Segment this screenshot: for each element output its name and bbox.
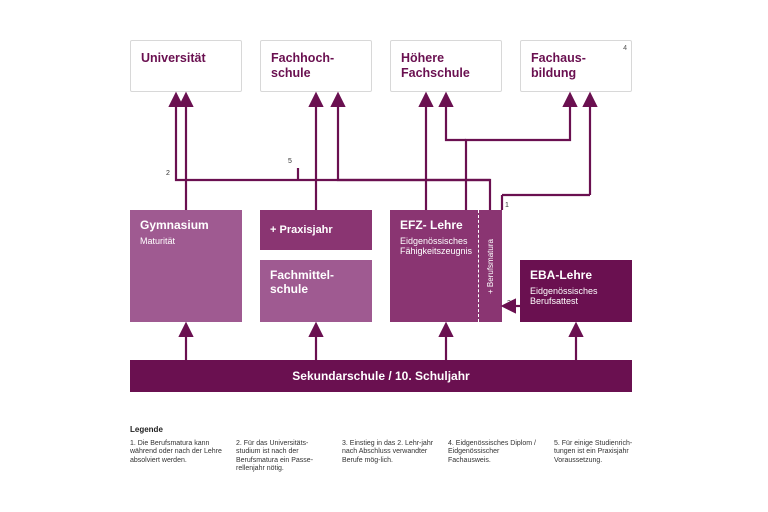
box-label: Fachaus- bildung (531, 51, 586, 80)
box-hoehere-fachschule: Höhere Fachschule (390, 40, 502, 92)
base-sekundarschule: Sekundarschule / 10. Schuljahr (130, 360, 632, 392)
berufsmatura-strip: + Berufsmatura (478, 210, 502, 322)
legend-item: 5. Für einige Studienrich-tungen ist ein… (554, 440, 650, 474)
base-label: Sekundarschule / 10. Schuljahr (292, 369, 469, 383)
box-eba-lehre: EBA-Lehre Eidgenössisches Berufsattest (520, 260, 632, 322)
box-efz-lehre: EFZ- Lehre Eidgenössisches Fähigkeitszeu… (390, 210, 502, 322)
label-1: 1 (505, 202, 509, 209)
title: Gymnasium (140, 218, 232, 232)
legend: Legende 1. Die Berufsmatura kann während… (130, 425, 650, 474)
bm-label: + Berufsmatura (486, 239, 495, 294)
label-3: 3 (507, 300, 511, 307)
legend-columns: 1. Die Berufsmatura kann während oder na… (130, 440, 650, 474)
box-praxisjahr: + Praxisjahr (260, 210, 372, 250)
box-fachhochschule: Fachhoch- schule (260, 40, 372, 92)
education-diagram: Universität Fachhoch- schule Höhere Fach… (130, 40, 650, 480)
title: + Praxisjahr (270, 224, 333, 236)
legend-title: Legende (130, 425, 650, 434)
label-2: 2 (166, 170, 170, 177)
legend-item: 1. Die Berufsmatura kann während oder na… (130, 440, 226, 474)
legend-item: 2. Für das Universitäts-studium ist nach… (236, 440, 332, 474)
note-4: 4 (623, 45, 627, 53)
box-label: Universität (141, 51, 206, 65)
title: EBA-Lehre (530, 268, 622, 282)
sub: Eidgenössisches Berufsattest (530, 286, 622, 306)
box-fachmittelschule: Fachmittel- schule (260, 260, 372, 322)
legend-item: 4. Eidgenössisches Diplom / Eidgenössisc… (448, 440, 544, 474)
box-label: Höhere Fachschule (401, 51, 470, 80)
box-gymnasium: Gymnasium Maturität (130, 210, 242, 322)
box-universitaet: Universität (130, 40, 242, 92)
sub: Maturität (140, 236, 232, 246)
label-5: 5 (288, 158, 292, 165)
title: Fachmittel- schule (270, 268, 362, 296)
box-label: Fachhoch- schule (271, 51, 334, 80)
box-fachausbildung: Fachaus- bildung 4 (520, 40, 632, 92)
legend-item: 3. Einstieg in das 2. Lehr-jahr nach Abs… (342, 440, 438, 474)
